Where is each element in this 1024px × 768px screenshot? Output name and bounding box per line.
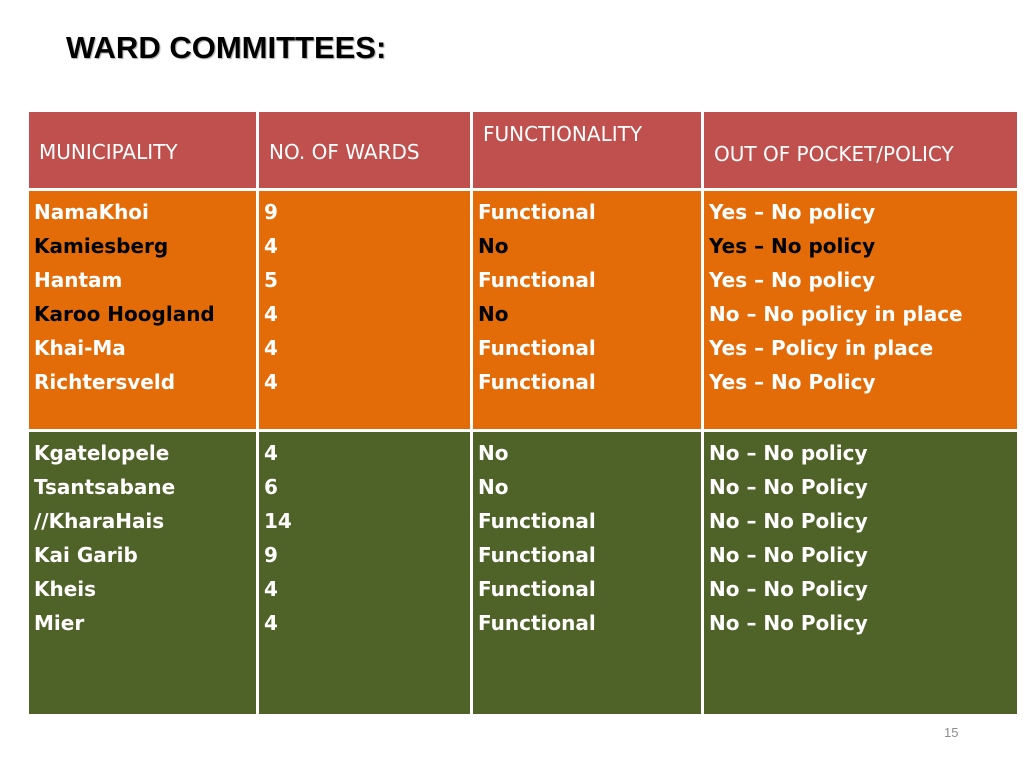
- functionality-status: No: [478, 441, 509, 465]
- municipality-name: Khai-Ma: [34, 336, 126, 360]
- policy-status: Yes – No Policy: [709, 370, 876, 394]
- municipality-name: Kgatelopele: [34, 441, 170, 465]
- table-header-row: MUNICIPALITY NO. OF WARDS FUNCTIONALITY …: [26, 109, 1020, 191]
- ward-count: 9: [264, 543, 278, 567]
- policy-status: No – No Policy: [709, 577, 868, 601]
- functionality-status: Functional: [478, 268, 596, 292]
- municipality-name: //KharaHais: [34, 509, 165, 533]
- header-out-of-pocket-policy: OUT OF POCKET/POLICY: [701, 109, 1020, 191]
- municipality-name: Kai Garib: [34, 543, 138, 567]
- municipality-name: NamaKhoi: [34, 200, 149, 224]
- policy-status: No – No Policy: [709, 509, 868, 533]
- policy-status: Yes – Policy in place: [709, 336, 934, 360]
- municipality-name: Kheis: [34, 577, 97, 601]
- municipality-name: Kamiesberg: [34, 234, 169, 258]
- cell-policy-group-1: Yes – No policy Yes – No policy Yes – No…: [701, 188, 1020, 432]
- functionality-status: Functional: [478, 336, 596, 360]
- functionality-status: No: [478, 234, 509, 258]
- ward-committees-table: MUNICIPALITY NO. OF WARDS FUNCTIONALITY …: [26, 109, 1020, 717]
- policy-status: Yes – No policy: [709, 268, 876, 292]
- ward-count: 4: [264, 441, 278, 465]
- table-row-group-2: Kgatelopele Tsantsabane //KharaHais Kai …: [26, 429, 1020, 717]
- page-number: 15: [944, 725, 959, 740]
- policy-status: Yes – No policy: [709, 234, 876, 258]
- ward-count: 4: [264, 611, 278, 635]
- ward-count: 4: [264, 234, 278, 258]
- cell-functionality-group-2: No No Functional Functional Functional F…: [470, 429, 704, 717]
- functionality-status: No: [478, 302, 509, 326]
- policy-status: No – No policy in place: [709, 302, 963, 326]
- cell-functionality-group-1: Functional No Functional No Functional F…: [470, 188, 704, 432]
- ward-count: 4: [264, 302, 278, 326]
- ward-count: 4: [264, 336, 278, 360]
- table-row-group-1: NamaKhoi Kamiesberg Hantam Karoo Hooglan…: [26, 188, 1020, 432]
- cell-municipalities-group-1: NamaKhoi Kamiesberg Hantam Karoo Hooglan…: [26, 188, 259, 432]
- ward-count: 5: [264, 268, 278, 292]
- policy-status: No – No Policy: [709, 543, 868, 567]
- ward-count: 4: [264, 577, 278, 601]
- ward-count: 6: [264, 475, 278, 499]
- header-functionality: FUNCTIONALITY: [470, 109, 704, 191]
- header-municipality: MUNICIPALITY: [26, 109, 259, 191]
- functionality-status: Functional: [478, 611, 596, 635]
- cell-municipalities-group-2: Kgatelopele Tsantsabane //KharaHais Kai …: [26, 429, 259, 717]
- municipality-name: Tsantsabane: [34, 475, 176, 499]
- cell-policy-group-2: No – No policy No – No Policy No – No Po…: [701, 429, 1020, 717]
- ward-count: 14: [264, 509, 292, 533]
- policy-status: No – No policy: [709, 441, 868, 465]
- functionality-status: Functional: [478, 370, 596, 394]
- cell-wards-group-1: 9 4 5 4 4 4: [256, 188, 473, 432]
- functionality-status: Functional: [478, 543, 596, 567]
- municipality-name: Karoo Hoogland: [34, 302, 215, 326]
- slide-title: WARD COMMITTEES:: [66, 30, 387, 65]
- ward-count: 9: [264, 200, 278, 224]
- municipality-name: Hantam: [34, 268, 123, 292]
- functionality-status: No: [478, 475, 509, 499]
- functionality-status: Functional: [478, 509, 596, 533]
- ward-count: 4: [264, 370, 278, 394]
- cell-wards-group-2: 4 6 14 9 4 4: [256, 429, 473, 717]
- policy-status: No – No Policy: [709, 611, 868, 635]
- municipality-name: Mier: [34, 611, 85, 635]
- header-no-of-wards: NO. OF WARDS: [256, 109, 473, 191]
- municipality-name: Richtersveld: [34, 370, 176, 394]
- functionality-status: Functional: [478, 200, 596, 224]
- policy-status: Yes – No policy: [709, 200, 876, 224]
- policy-status: No – No Policy: [709, 475, 868, 499]
- functionality-status: Functional: [478, 577, 596, 601]
